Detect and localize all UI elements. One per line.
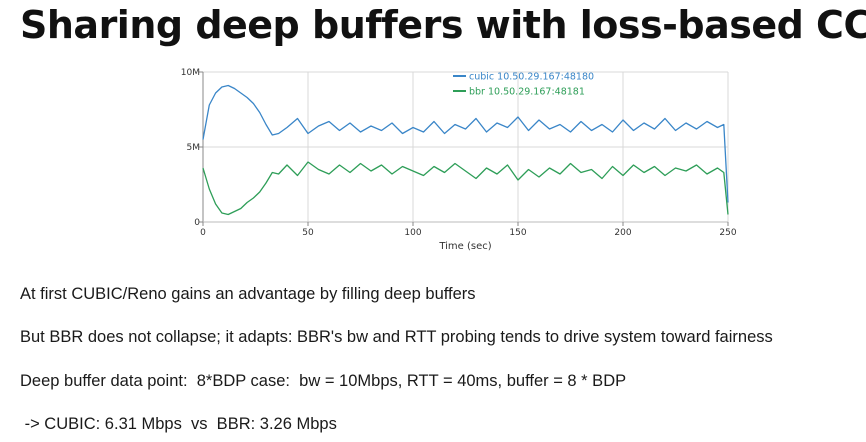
series-line-1 (202, 161, 729, 216)
chart-legend: cubic 10.50.29.167:48180 bbr 10.50.29.167… (453, 72, 594, 98)
x-tick-label: 250 (719, 228, 736, 238)
bullet-cubic-advantage: At first CUBIC/Reno gains an advantage b… (20, 285, 476, 303)
legend-entry: bbr 10.50.29.167:48181 (469, 87, 585, 98)
x-tick-label: 50 (302, 228, 314, 238)
chart-grid (203, 71, 729, 222)
x-tick-label: 150 (509, 228, 526, 238)
bullet-bbr-adapts: But BBR does not collapse; it adapts: BB… (20, 328, 773, 346)
x-axis-label: Time (sec) (438, 241, 491, 252)
chart-tick-labels: 0 50 100 150 200 250 0 5M 10M (181, 68, 737, 238)
x-tick-label: 200 (614, 228, 631, 238)
bullet-result-throughput: -> CUBIC: 6.31 Mbps vs BBR: 3.26 Mbps (20, 415, 337, 433)
x-tick-label: 100 (404, 228, 421, 238)
y-tick-label: 10M (181, 68, 200, 78)
y-tick-label: 0 (194, 218, 200, 228)
series-line-0 (202, 84, 729, 203)
chart-series (202, 84, 729, 216)
throughput-line-chart: 0 50 100 150 200 250 0 5M 10M Time (sec) cubic 1… (181, 68, 737, 252)
bullet-deep-buffer-case: Deep buffer data point: 8*BDP case: bw =… (20, 372, 627, 390)
legend-entry: cubic 10.50.29.167:48180 (469, 72, 594, 83)
slide-title: Sharing deep buffers with loss-based CC (20, 3, 866, 47)
x-tick-label: 0 (200, 228, 206, 238)
chart-axes (199, 71, 729, 226)
y-tick-label: 5M (187, 143, 201, 153)
